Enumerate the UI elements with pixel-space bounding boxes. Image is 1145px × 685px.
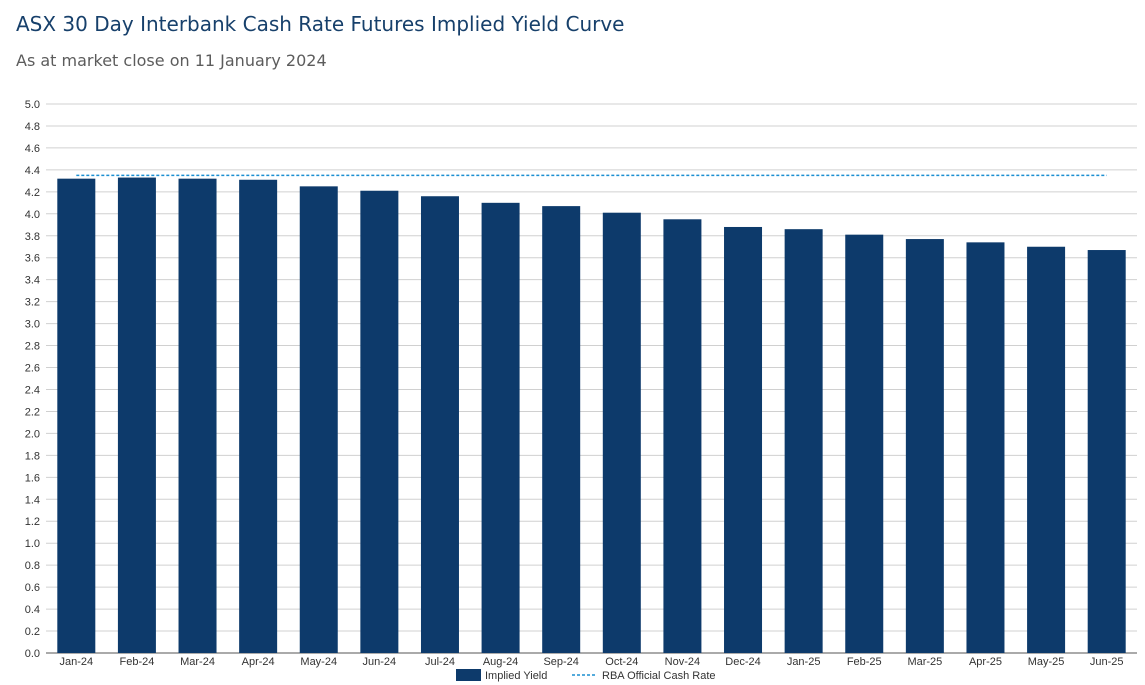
x-tick-label: Apr-24: [242, 656, 275, 668]
y-tick-label: 1.8: [25, 450, 40, 462]
y-tick-label: 2.4: [25, 384, 40, 396]
y-tick-label: 4.2: [25, 187, 40, 199]
bar-aug-24: [481, 202, 520, 653]
y-tick-label: 3.0: [25, 319, 40, 331]
bar-oct-24: [602, 212, 641, 653]
gridlines: [46, 103, 1137, 654]
bar-sep-24: [542, 206, 581, 653]
y-tick-label: 2.2: [25, 406, 40, 418]
y-tick-label: 4.0: [25, 209, 40, 221]
bar-apr-24: [239, 179, 278, 653]
y-tick-label: 4.6: [25, 143, 40, 155]
y-tick-label: 0.6: [25, 582, 40, 594]
x-tick-label: Jun-25: [1090, 656, 1124, 668]
bar-feb-25: [845, 234, 884, 654]
x-tick-label: Jun-24: [363, 656, 397, 668]
x-tick-label: Jan-25: [787, 656, 821, 668]
chart-subtitle: As at market close on 11 January 2024: [16, 51, 327, 70]
chart-title: ASX 30 Day Interbank Cash Rate Futures I…: [16, 12, 625, 36]
y-tick-label: 1.2: [25, 516, 40, 528]
y-tick-label: 2.8: [25, 341, 40, 353]
legend-label-implied-yield: Implied Yield: [485, 670, 547, 682]
bar-dec-24: [724, 226, 763, 653]
x-tick-label: Feb-24: [119, 656, 154, 668]
y-tick-label: 3.6: [25, 253, 40, 265]
bar-apr-25: [966, 242, 1005, 653]
bar-jun-24: [360, 190, 399, 653]
x-tick-label: May-24: [300, 656, 337, 668]
y-tick-label: 4.8: [25, 121, 40, 133]
legend-label-rba-cash-rate: RBA Official Cash Rate: [602, 670, 716, 682]
x-tick-label: Mar-24: [180, 656, 215, 668]
x-tick-label: Oct-24: [605, 656, 638, 668]
y-tick-label: 2.0: [25, 428, 40, 440]
x-tick-label: Sep-24: [543, 656, 578, 668]
x-tick-label: Aug-24: [483, 656, 518, 668]
y-tick-label: 1.0: [25, 538, 40, 550]
y-tick-label: 0.4: [25, 604, 40, 616]
x-tick-label: Mar-25: [907, 656, 942, 668]
x-tick-label: Dec-24: [725, 656, 760, 668]
x-tick-label: May-25: [1028, 656, 1065, 668]
bar-mar-25: [905, 239, 944, 653]
bar-mar-24: [178, 178, 217, 653]
bar-jun-25: [1087, 250, 1126, 653]
y-tick-label: 3.4: [25, 275, 40, 287]
y-tick-label: 5.0: [25, 99, 40, 111]
x-tick-label: Nov-24: [665, 656, 700, 668]
x-axis-ticks: Jan-24 Feb-24 Mar-24 Apr-24 May-24 Jun-24 Jul-…: [59, 656, 1123, 668]
bar-jan-24: [57, 178, 96, 653]
y-tick-label: 3.8: [25, 231, 40, 243]
bars: [57, 177, 1126, 654]
y-tick-label: 3.2: [25, 297, 40, 309]
bar-jul-24: [420, 196, 459, 653]
bar-may-24: [299, 186, 338, 653]
y-tick-label: 1.4: [25, 494, 40, 506]
y-tick-label: 2.6: [25, 363, 40, 375]
bar-feb-24: [117, 177, 156, 654]
y-tick-label: 0.2: [25, 626, 40, 638]
x-tick-label: Jan-24: [59, 656, 93, 668]
x-tick-label: Feb-25: [847, 656, 882, 668]
legend: Implied Yield RBA Official Cash Rate: [456, 669, 716, 682]
y-tick-label: 4.4: [25, 165, 40, 177]
bar-may-25: [1027, 246, 1066, 654]
y-tick-label: 1.6: [25, 472, 40, 484]
y-axis-ticks: 0.0 0.2 0.4 0.6 0.8 1.0 1.2 1.4 1.6 1.8 2.0 2.2 2.4 2…: [25, 99, 40, 660]
bar-jan-25: [784, 229, 823, 653]
y-tick-label: 0.8: [25, 560, 40, 572]
bar-nov-24: [663, 219, 702, 654]
x-tick-label: Jul-24: [425, 656, 455, 668]
y-tick-label: 0.0: [25, 648, 40, 660]
x-tick-label: Apr-25: [969, 656, 1002, 668]
legend-swatch-implied-yield: [456, 669, 481, 681]
